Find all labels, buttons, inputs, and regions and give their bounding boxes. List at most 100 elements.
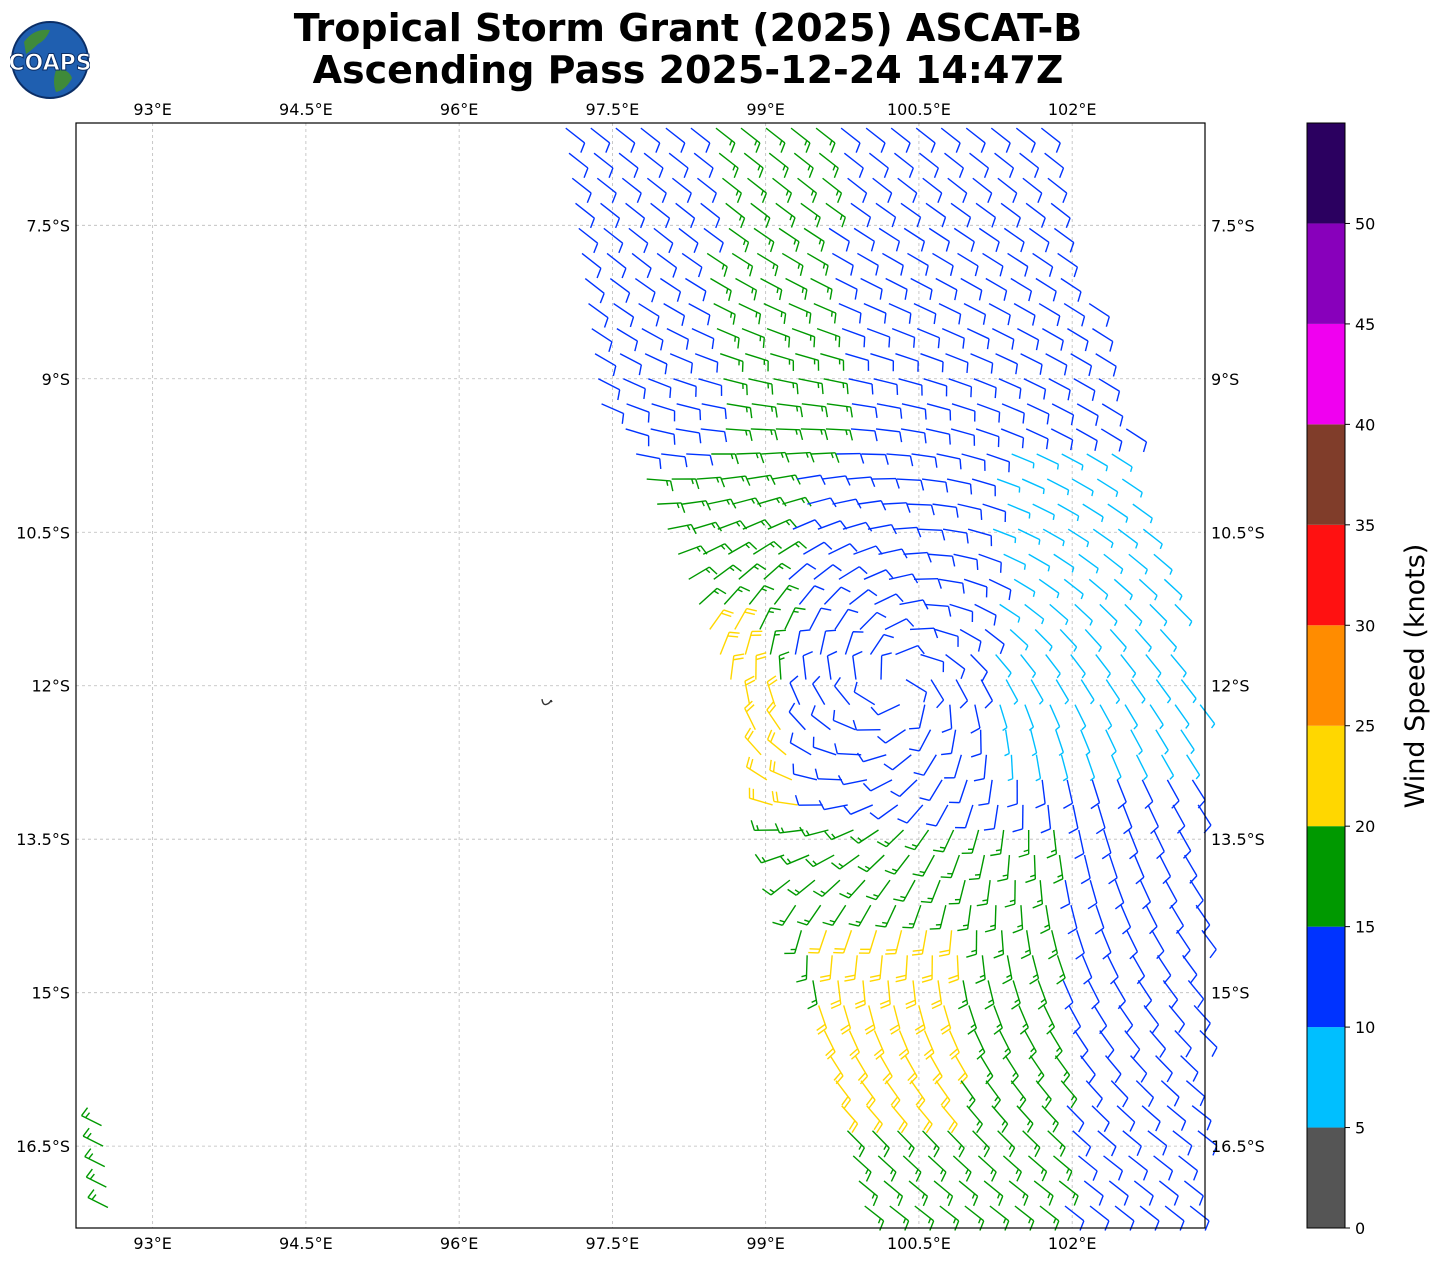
wind-barb [982,252,1004,277]
barb-flag [974,265,979,277]
barb-flag [814,519,823,529]
barb-half-flag [845,429,848,436]
barb-half-flag [865,1168,869,1175]
barb-staff [828,543,851,555]
wind-barb [1070,353,1093,377]
barb-staff [1149,603,1168,622]
wind-barb [991,328,1015,350]
wind-barb [910,277,933,301]
barb-flag [825,1047,834,1057]
barb-flag [1073,266,1079,278]
wind-barb [895,353,919,372]
wind-barb [1040,804,1052,834]
barb-flag [912,949,924,952]
wind-barb [920,353,944,373]
wind-barb [966,1105,983,1134]
barb-flag [914,1024,925,1031]
barb-flag [959,700,969,709]
barb-flag [902,926,913,929]
barb-staff [898,378,923,386]
barb-staff [958,879,966,904]
barb-staff [1180,679,1197,699]
barb-flag [836,192,843,204]
barb-staff [915,127,936,144]
wind-barb [868,152,889,178]
wind-barb [1080,729,1091,756]
barb-flag [690,362,693,374]
barb-flag [966,953,977,958]
barb-staff [575,202,595,219]
barb-flag [890,1096,899,1106]
barb-staff [1055,729,1065,753]
barb-half-flag [807,165,811,171]
barb-staff [1099,603,1118,622]
barb-half-flag [1110,542,1114,549]
wind-barb [710,277,732,301]
wind-barb [914,578,942,589]
barb-half-flag [983,1144,988,1151]
barb-flag [799,406,804,418]
barb-flag [749,407,753,419]
wind-barb [609,277,631,303]
wind-barb [1053,227,1075,253]
wind-barb [979,1055,994,1085]
barb-flag [833,1072,842,1081]
wind-barb [665,127,686,153]
wind-barb [726,403,753,419]
barb-flag [852,719,858,731]
barb-flag [709,455,714,466]
barb-staff [1139,1205,1160,1222]
barb-flag [807,1003,818,1010]
wind-barb [1034,628,1053,652]
wind-barb [682,500,711,511]
barb-staff [1160,1080,1180,1098]
barb-staff [992,528,1016,539]
barb-flag [1129,851,1139,860]
barb-staff [1098,378,1120,392]
barb-flag [788,584,800,590]
barb-half-flag [891,868,898,872]
wind-barb [907,252,929,276]
wind-barb [970,729,982,758]
barb-flag [729,631,740,634]
colorbar-segment [1307,323,1345,425]
barb-half-flag [737,588,743,593]
barb-flag [794,474,801,485]
barb-staff [1073,378,1096,392]
wind-barb [941,704,953,733]
barb-staff [964,1205,985,1222]
barb-half-flag [705,568,711,574]
barb-staff [1124,603,1143,622]
barb-flag [672,267,678,278]
barb-flag [605,142,611,153]
wind-barb [723,585,751,605]
wind-barb [812,675,826,706]
wind-barb [730,653,745,680]
wind-barb [988,578,1012,601]
barb-flag [908,748,920,752]
barb-flag [1176,825,1186,834]
barb-flag [913,771,924,776]
barb-staff [910,277,933,291]
barb-flag [845,241,850,252]
barb-flag [1114,1073,1122,1084]
barb-half-flag [1163,621,1168,627]
wind-barb [982,503,1007,523]
wind-barb [999,1030,1012,1060]
colorbar-segment [1307,725,1345,827]
barb-staff [1042,528,1065,542]
barb-flag [715,521,723,532]
barb-staff [1030,679,1044,701]
barb-flag [1001,1123,1009,1134]
lon-tick-label-top: 94.5°E [279,100,333,119]
wind-barb [1024,603,1045,625]
wind-barb [853,681,876,706]
wind-barb [1045,654,1061,679]
barb-staff [1030,729,1038,754]
barb-flag [789,732,794,743]
barb-half-flag [1048,646,1053,652]
wind-barb [995,654,1012,678]
barb-flag [975,978,986,984]
barb-staff [875,202,896,218]
wind-barb [844,631,864,655]
